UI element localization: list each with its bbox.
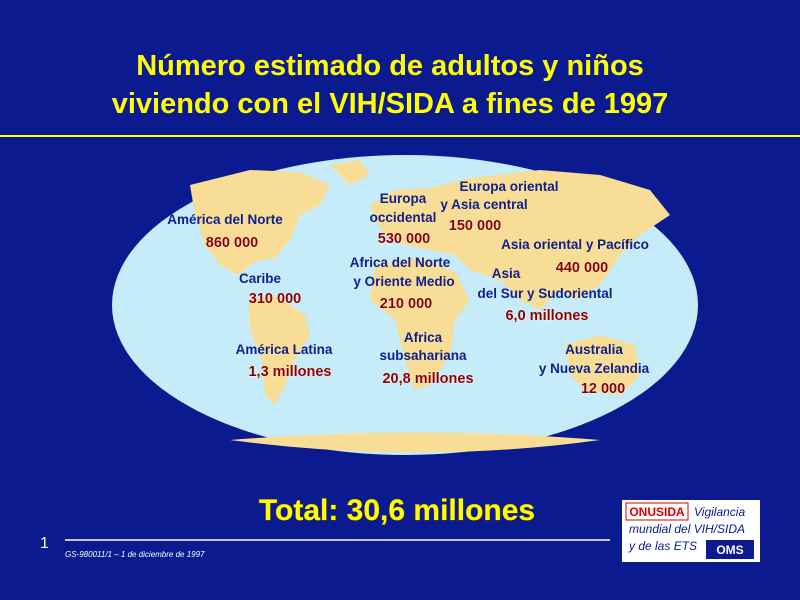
region-label: Asia xyxy=(492,266,521,281)
region-value: 150 000 xyxy=(449,218,501,234)
region-value: 530 000 xyxy=(378,231,430,247)
region-label: y Asia central xyxy=(440,197,527,212)
logo: ONUSIDA Vigilancia mundial del VIH/SIDA … xyxy=(622,500,760,562)
region-value: 210 000 xyxy=(380,296,432,312)
region-label: Caribe xyxy=(239,271,282,286)
region-value: 6,0 millones xyxy=(505,308,588,324)
region-value: 1,3 millones xyxy=(248,364,331,380)
footer-reference: GS-980011/1 – 1 de diciembre de 1997 xyxy=(65,550,205,559)
region-label: subsahariana xyxy=(379,348,467,363)
region-labels: América del Norte 860 000 Caribe 310 000 Amé… xyxy=(167,179,649,397)
antarctica xyxy=(230,432,600,453)
region-label: Asia oriental y Pacífico xyxy=(501,237,649,252)
region-label: y Oriente Medio xyxy=(353,274,454,289)
region-label: del Sur y Sudoriental xyxy=(477,286,612,301)
south-america xyxy=(248,295,310,405)
logo-onusida-box xyxy=(625,502,689,521)
north-america xyxy=(190,170,330,275)
region-value: 860 000 xyxy=(206,235,258,251)
region-value: 20,8 millones xyxy=(382,371,473,387)
greenland xyxy=(330,160,370,185)
logo-line: mundial del VIH/SIDA xyxy=(629,522,745,536)
total: Total: 30,6 millones xyxy=(259,494,535,527)
region-label: Africa xyxy=(404,330,443,345)
region-label: Africa del Norte xyxy=(350,255,451,270)
logo-onusida: ONUSIDA xyxy=(629,505,685,519)
slide-number: 1 xyxy=(40,535,49,552)
africa xyxy=(370,258,470,390)
title-line: Número estimado de adultos y niños xyxy=(136,50,644,82)
logo-oms: OMS xyxy=(716,543,743,557)
logo-line: Vigilancia xyxy=(694,505,745,519)
map: América del Norte 860 000 Caribe 310 000 Amé… xyxy=(112,155,698,455)
region-value: 12 000 xyxy=(581,381,625,397)
region-label: Europa xyxy=(380,191,427,206)
continents xyxy=(190,160,670,453)
title-line: viviendo con el VIH/SIDA a fines de 1997 xyxy=(112,88,669,120)
eurasia xyxy=(370,170,670,310)
region-label: América Latina xyxy=(236,342,333,357)
logo-oms-box xyxy=(706,540,754,559)
region-value: 440 000 xyxy=(556,260,608,276)
logo-line: y de las ETS xyxy=(628,539,697,553)
region-value: 310 000 xyxy=(249,291,301,307)
region-label: y Nueva Zelandia xyxy=(539,361,650,376)
region-label: occidental xyxy=(370,210,437,225)
region-label: Australia xyxy=(565,342,623,357)
region-label: América del Norte xyxy=(167,212,283,227)
region-label: Europa oriental xyxy=(459,179,558,194)
australia xyxy=(565,335,640,395)
